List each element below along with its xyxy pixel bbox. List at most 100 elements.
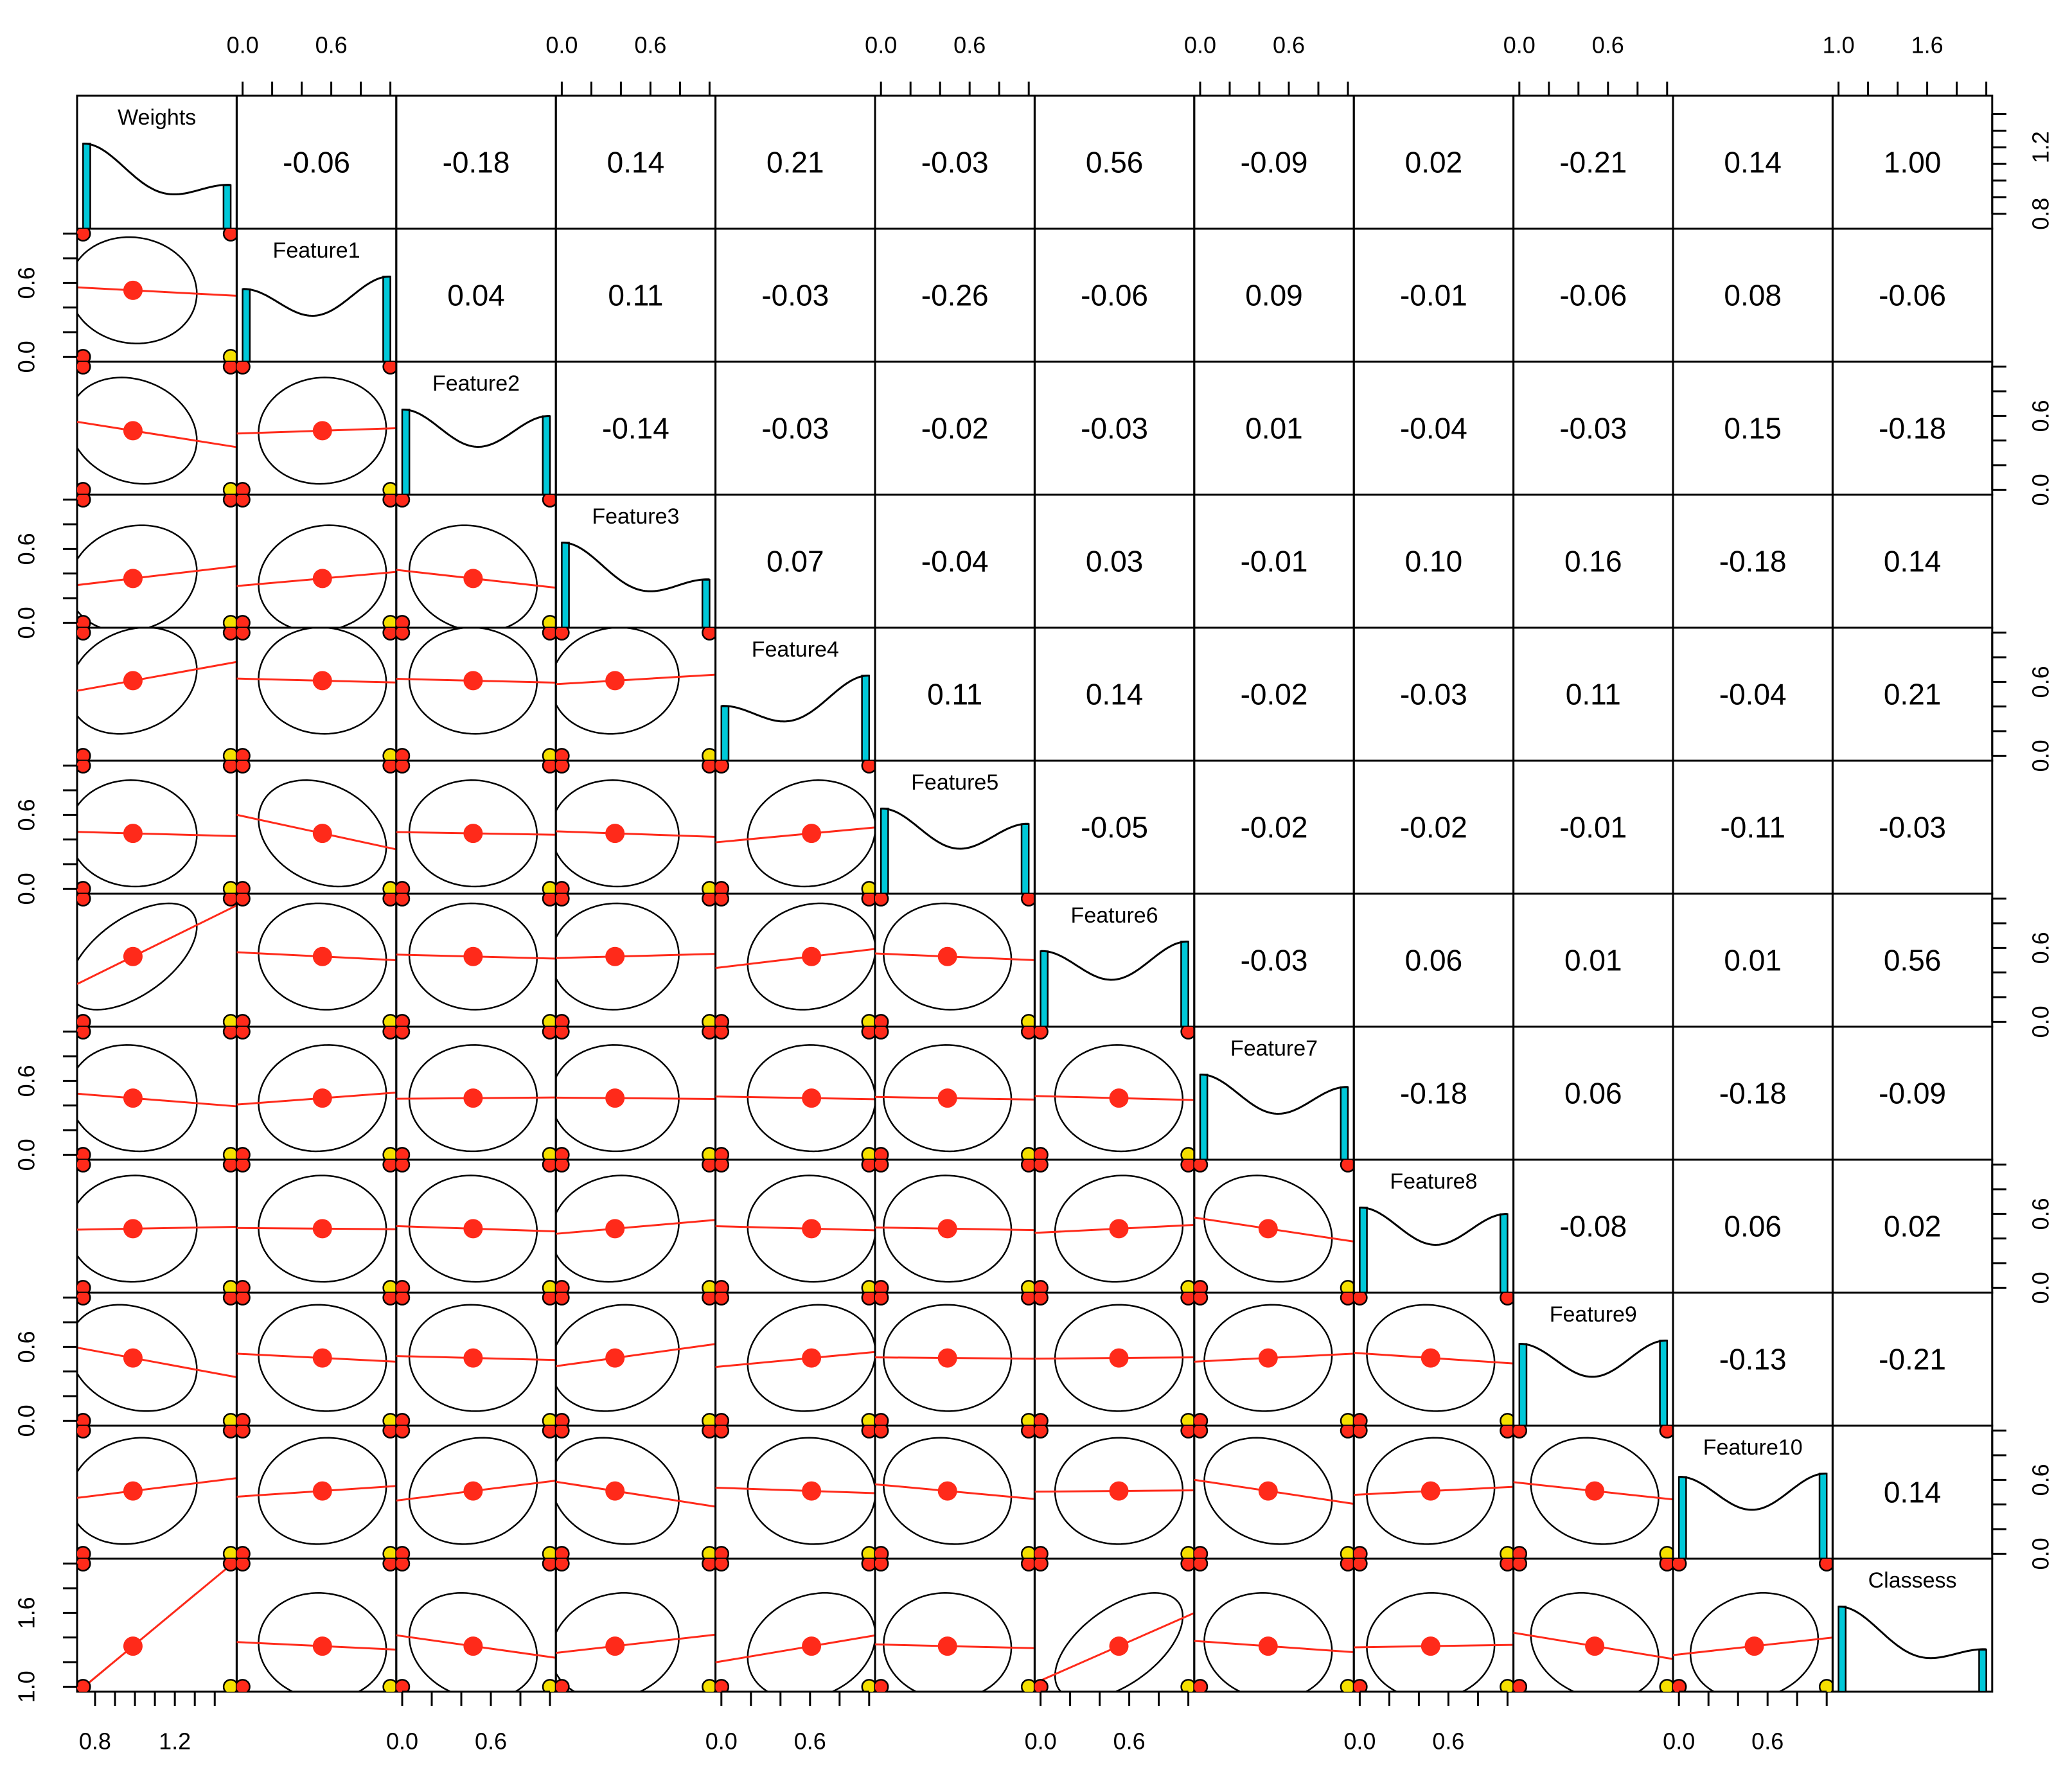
fit-line bbox=[77, 831, 237, 837]
mean-point bbox=[802, 1088, 822, 1108]
data-point bbox=[542, 1293, 556, 1306]
data-point bbox=[861, 1546, 875, 1559]
mean-point bbox=[463, 1481, 483, 1501]
fit-line bbox=[77, 421, 237, 448]
histogram-bar bbox=[720, 705, 730, 762]
data-point bbox=[222, 482, 237, 495]
y-tick-label: 0.0 bbox=[2027, 740, 2053, 772]
correlation-ellipse bbox=[77, 779, 198, 888]
scatter-area bbox=[236, 894, 396, 1027]
data-point bbox=[77, 894, 91, 907]
scatter-area bbox=[236, 1160, 396, 1293]
correlation-label: 0.02 bbox=[1884, 1210, 1942, 1243]
y-tick-label: 0.0 bbox=[13, 607, 40, 639]
data-point bbox=[396, 894, 411, 907]
correlation-label: 0.14 bbox=[1884, 1476, 1942, 1509]
x-tick-label: 0.0 bbox=[386, 1728, 418, 1755]
data-point bbox=[382, 628, 396, 641]
correlation-label: -0.21 bbox=[1879, 1343, 1946, 1376]
scatter-area bbox=[875, 1426, 1035, 1559]
mean-point bbox=[1258, 1636, 1278, 1656]
data-point bbox=[1340, 1559, 1354, 1572]
data-point bbox=[382, 615, 396, 628]
scatter-area bbox=[1194, 1160, 1354, 1293]
histogram-bar bbox=[1020, 823, 1030, 895]
panel bbox=[76, 892, 238, 1028]
data-point bbox=[1034, 1280, 1049, 1293]
scatter-area bbox=[1194, 1559, 1354, 1692]
variable-name: Feature9 bbox=[1550, 1302, 1637, 1327]
data-point bbox=[1194, 1160, 1209, 1173]
data-point bbox=[236, 1293, 251, 1306]
y-tick-label: 0.0 bbox=[13, 1404, 40, 1437]
scatter-area bbox=[396, 1426, 556, 1559]
correlation-ellipse bbox=[77, 1304, 198, 1412]
data-point bbox=[861, 761, 875, 774]
mean-point bbox=[123, 946, 143, 966]
correlation-label: -0.26 bbox=[921, 279, 989, 312]
scatter-area bbox=[236, 362, 396, 495]
mean-point bbox=[463, 1348, 483, 1368]
panel bbox=[1193, 1291, 1355, 1427]
data-point bbox=[222, 1280, 237, 1293]
data-point bbox=[702, 1413, 716, 1426]
density-curve bbox=[1200, 1074, 1349, 1115]
data-point bbox=[875, 1546, 889, 1559]
scatter-area bbox=[556, 628, 716, 761]
scatter-area bbox=[1034, 1160, 1194, 1293]
data-point bbox=[1020, 1413, 1035, 1426]
data-point bbox=[861, 1559, 875, 1572]
mean-point bbox=[463, 824, 483, 844]
x-tick-label: 1.0 bbox=[1823, 32, 1855, 58]
data-point bbox=[1659, 1559, 1674, 1572]
scatter-area bbox=[396, 894, 556, 1027]
data-point bbox=[861, 1014, 875, 1027]
y-tick-label: 0.0 bbox=[2027, 1006, 2053, 1038]
data-point bbox=[396, 1160, 411, 1173]
data-point bbox=[1818, 1559, 1833, 1572]
histogram-bar bbox=[242, 288, 251, 363]
y-tick-label: 0.6 bbox=[2027, 932, 2053, 964]
histogram-bar bbox=[542, 415, 551, 496]
panel: -0.06 bbox=[1512, 227, 1674, 363]
data-point bbox=[222, 615, 237, 628]
data-point bbox=[1020, 1014, 1035, 1027]
data-point bbox=[875, 1280, 889, 1293]
data-point bbox=[77, 628, 91, 641]
scatter-area bbox=[77, 761, 237, 894]
correlation-label: -0.21 bbox=[1559, 146, 1627, 179]
data-point bbox=[1500, 1413, 1514, 1426]
data-point bbox=[702, 1293, 716, 1306]
scatter-area bbox=[1513, 1559, 1674, 1692]
mean-point bbox=[123, 1348, 143, 1368]
data-point bbox=[382, 362, 396, 375]
scatter-area bbox=[715, 1293, 875, 1426]
panel bbox=[76, 626, 238, 762]
mean-point bbox=[463, 1088, 483, 1108]
mean-point bbox=[605, 1088, 625, 1108]
mean-point bbox=[312, 1088, 332, 1108]
histogram-bar bbox=[1340, 1086, 1349, 1161]
correlation-label: 0.21 bbox=[766, 146, 824, 179]
fit-line bbox=[556, 1096, 716, 1101]
correlation-label: 0.15 bbox=[1724, 412, 1782, 445]
correlation-label: 0.11 bbox=[927, 678, 982, 711]
mean-point bbox=[937, 1636, 957, 1656]
mean-point bbox=[123, 280, 143, 300]
y-tick-label: 0.6 bbox=[13, 533, 40, 565]
data-point bbox=[1180, 1413, 1194, 1426]
correlation-ellipse bbox=[556, 1304, 680, 1412]
data-point bbox=[382, 761, 396, 774]
data-point bbox=[875, 1293, 889, 1306]
correlation-label: 0.03 bbox=[1086, 545, 1144, 578]
data-point bbox=[236, 748, 251, 761]
correlation-label: -0.03 bbox=[761, 412, 829, 445]
correlation-label: 0.07 bbox=[766, 545, 824, 578]
mean-point bbox=[802, 1219, 822, 1239]
fit-line bbox=[715, 1634, 875, 1663]
variable-name: Feature2 bbox=[432, 371, 520, 396]
mean-point bbox=[312, 1636, 332, 1656]
data-point bbox=[396, 761, 411, 774]
data-point bbox=[1500, 1293, 1514, 1306]
scatter-area bbox=[77, 1426, 237, 1559]
